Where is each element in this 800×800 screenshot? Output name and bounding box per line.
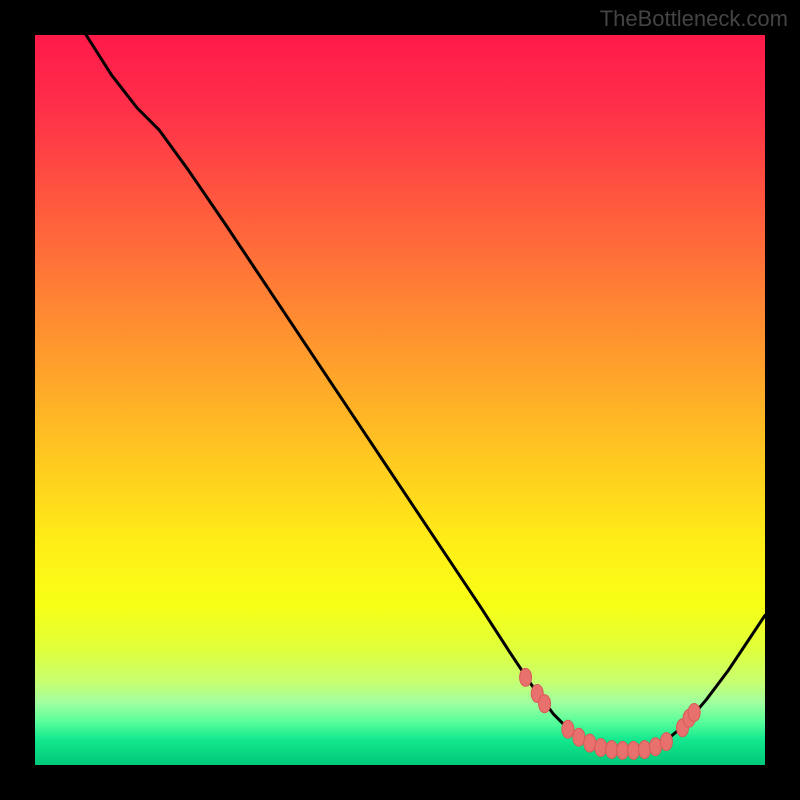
data-marker bbox=[688, 703, 700, 721]
data-marker bbox=[660, 733, 672, 751]
watermark-text: TheBottleneck.com bbox=[600, 6, 788, 32]
data-marker bbox=[539, 695, 551, 713]
data-marker bbox=[562, 720, 574, 738]
plot-area bbox=[35, 35, 765, 765]
data-marker bbox=[606, 741, 618, 759]
data-marker bbox=[650, 738, 662, 756]
data-marker bbox=[617, 741, 629, 759]
data-marker bbox=[584, 734, 596, 752]
data-marker bbox=[595, 738, 607, 756]
chart-svg bbox=[35, 35, 765, 765]
data-marker bbox=[628, 741, 640, 759]
marker-group bbox=[520, 668, 701, 759]
data-marker bbox=[573, 728, 585, 746]
data-marker bbox=[639, 741, 651, 759]
data-marker bbox=[520, 668, 532, 686]
bottleneck-curve bbox=[86, 35, 765, 750]
